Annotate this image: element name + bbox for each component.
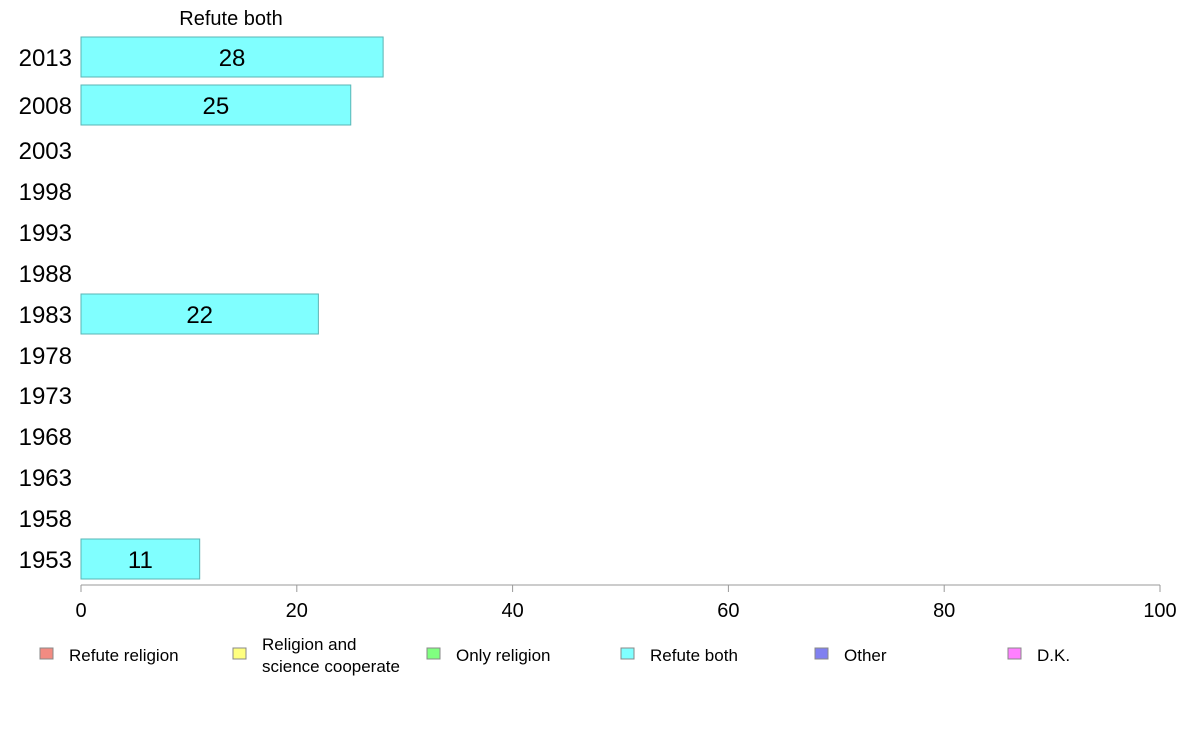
bar-label-1983: 22 xyxy=(186,302,213,329)
panel-title: Refute both xyxy=(179,8,282,30)
x-tick-label-20: 20 xyxy=(286,600,308,622)
y-tick-label-1953: 1953 xyxy=(19,547,72,574)
y-tick-label-1993: 1993 xyxy=(19,220,72,247)
y-tick-label-1973: 1973 xyxy=(19,383,72,410)
bar-1953 xyxy=(80,538,201,580)
legend-label-other: Other xyxy=(844,646,887,665)
legend: Refute religion Religion and science coope… xyxy=(39,635,1070,676)
legend-swatch-d-k xyxy=(1007,647,1022,660)
bar-2013 xyxy=(80,36,384,78)
bar-label-2013: 28 xyxy=(219,45,246,72)
y-tick-label-1978: 1978 xyxy=(19,343,72,370)
y-tick-label-1998: 1998 xyxy=(19,179,72,206)
y-tick-label-2008: 2008 xyxy=(19,93,72,120)
legend-swatch-religion-and-science-cooperate xyxy=(232,647,247,660)
legend-label-only-religion: Only religion xyxy=(456,646,551,665)
y-tick-label-1958: 1958 xyxy=(19,506,72,533)
y-axis-ticks: 2013 2008 2003 1998 1993 1988 1983 1978 1973 1968… xyxy=(19,45,72,574)
legend-label-refute-both: Refute both xyxy=(650,646,738,665)
x-tick-label-80: 80 xyxy=(933,600,955,622)
x-tick-label-0: 0 xyxy=(75,600,86,622)
bar-label-2008: 25 xyxy=(203,93,230,120)
y-tick-label-1983: 1983 xyxy=(19,302,72,329)
legend-label-religion-and-science-cooperate-line-1: Religion and xyxy=(262,635,357,654)
bar-2008 xyxy=(80,84,352,126)
y-tick-label-1963: 1963 xyxy=(19,465,72,492)
legend-label-religion-and-science-cooperate-line-2: science cooperate xyxy=(262,657,400,676)
y-tick-label-2003: 2003 xyxy=(19,138,72,165)
x-tick-label-60: 60 xyxy=(717,600,739,622)
y-tick-label-2013: 2013 xyxy=(19,45,72,72)
legend-swatch-other xyxy=(814,647,829,660)
legend-swatch-only-religion xyxy=(426,647,441,660)
bar-1983 xyxy=(80,293,319,335)
y-tick-label-1968: 1968 xyxy=(19,424,72,451)
x-axis-ticks: 0 20 40 60 80 100 xyxy=(75,585,1177,622)
legend-label-d-k: D.K. xyxy=(1037,646,1070,665)
x-tick-label-100: 100 xyxy=(1143,600,1176,622)
y-tick-label-1988: 1988 xyxy=(19,261,72,288)
legend-swatch-refute-religion xyxy=(39,647,54,660)
legend-swatch-refute-both xyxy=(620,647,635,660)
bar-label-1953: 11 xyxy=(128,547,153,574)
bars: 28 25 22 11 xyxy=(80,36,384,580)
legend-label-refute-religion: Refute religion xyxy=(69,646,179,665)
x-tick-label-40: 40 xyxy=(501,600,523,622)
